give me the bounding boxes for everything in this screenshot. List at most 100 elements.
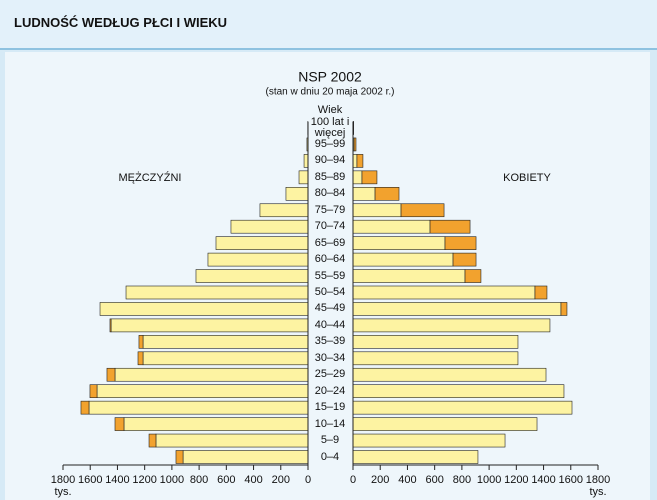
bar: [352, 236, 446, 250]
category-label: 100 lat i więcej: [310, 116, 350, 139]
bar: [142, 335, 309, 349]
bar: [215, 236, 309, 250]
bar: [207, 252, 309, 267]
unit-label: tys.: [54, 486, 71, 498]
category-label: 35–39: [314, 335, 346, 348]
bar-excess: [452, 252, 477, 267]
bar-excess: [356, 154, 364, 168]
category-label: 95–99: [314, 137, 346, 150]
bar-excess: [114, 417, 125, 431]
bar-excess: [361, 170, 378, 185]
bar: [125, 285, 309, 300]
category-label: 85–89: [314, 170, 346, 183]
category-label: 0–4: [320, 450, 340, 463]
header: LUDNOŚĆ WEDŁUG PŁCI I WIEKU: [0, 0, 657, 50]
bar: [99, 302, 309, 316]
bar-excess: [374, 187, 400, 201]
bar: [352, 187, 376, 201]
bar: [352, 203, 402, 218]
category-label: 55–59: [314, 269, 346, 282]
x-tick-label: 1400: [105, 474, 129, 486]
bar-excess: [175, 450, 184, 464]
bar-excess: [106, 367, 116, 382]
x-tick-label: 800: [453, 474, 471, 486]
bar-excess: [429, 219, 471, 234]
category-label: 60–64: [314, 253, 346, 266]
bar-excess: [560, 302, 568, 316]
category-label: 50–54: [314, 286, 346, 298]
x-tick-label: 600: [425, 474, 443, 486]
chart-panel: [5, 52, 650, 500]
x-tick-label: 800: [190, 474, 208, 486]
bar: [352, 417, 538, 431]
bar: [352, 384, 565, 399]
bar: [182, 450, 309, 464]
bar: [352, 219, 431, 234]
x-tick-label: 1200: [132, 474, 156, 486]
axis-label: Wiek: [318, 104, 343, 116]
x-tick-label: 200: [371, 474, 389, 486]
x-tick-label: 1000: [160, 474, 184, 486]
bar-excess: [444, 236, 477, 250]
bar: [114, 367, 309, 382]
bar: [352, 269, 466, 283]
bar: [352, 433, 506, 448]
category-label: 45–49: [314, 302, 346, 315]
bar: [96, 384, 309, 399]
bar: [352, 154, 358, 168]
bar-excess: [534, 285, 548, 300]
bar-excess: [109, 318, 112, 333]
bar: [155, 433, 309, 448]
category-label: 40–44: [314, 318, 346, 331]
category-label: 5–9: [320, 434, 340, 447]
chart-subtitle: (stan w dniu 20 maja 2002 r.): [266, 87, 395, 98]
bar: [352, 335, 519, 349]
x-tick-label: 1200: [504, 474, 528, 486]
category-label: 30–34: [314, 351, 346, 364]
bar: [88, 400, 309, 415]
bar: [123, 417, 309, 431]
header-title: LUDNOŚĆ WEDŁUG PŁCI I WIEKU: [14, 15, 228, 30]
category-label: 70–74: [314, 220, 346, 233]
bar: [352, 450, 479, 464]
bar-excess: [353, 137, 357, 152]
x-tick-label: 0: [305, 474, 311, 486]
bar: [352, 285, 536, 300]
bar: [352, 367, 547, 382]
bar: [230, 219, 309, 234]
category-label: 75–79: [314, 203, 346, 216]
bar: [352, 400, 573, 415]
category-label: 80–84: [314, 187, 346, 200]
bar-excess: [80, 400, 90, 415]
category-label: 20–24: [314, 384, 346, 397]
bar: [352, 302, 562, 316]
bar-excess: [89, 384, 98, 399]
x-tick-label: 600: [217, 474, 235, 486]
unit-label: tys.: [589, 486, 606, 498]
chart-title: NSP 2002: [298, 69, 362, 85]
bar-excess: [464, 269, 482, 283]
bar: [285, 187, 309, 201]
legend-entry: KOBIETY: [503, 172, 551, 184]
bar: [142, 351, 309, 366]
bar-excess: [148, 433, 157, 448]
x-tick-label: 400: [398, 474, 416, 486]
category-label: 10–14: [314, 417, 346, 430]
category-label: 25–29: [314, 368, 346, 381]
bar: [259, 203, 309, 218]
x-tick-label: 1800: [586, 474, 610, 486]
x-tick-label: 1400: [531, 474, 555, 486]
bar: [352, 170, 363, 185]
bar: [110, 318, 309, 333]
category-label: 90–94: [314, 154, 346, 167]
x-tick-label: 400: [244, 474, 262, 486]
x-tick-label: 1800: [51, 474, 75, 486]
x-tick-label: 1000: [477, 474, 501, 486]
x-tick-label: 0: [350, 474, 356, 486]
category-label: 65–69: [314, 236, 346, 249]
x-tick-label: 200: [272, 474, 290, 486]
bar: [352, 252, 454, 267]
bar: [352, 351, 519, 366]
